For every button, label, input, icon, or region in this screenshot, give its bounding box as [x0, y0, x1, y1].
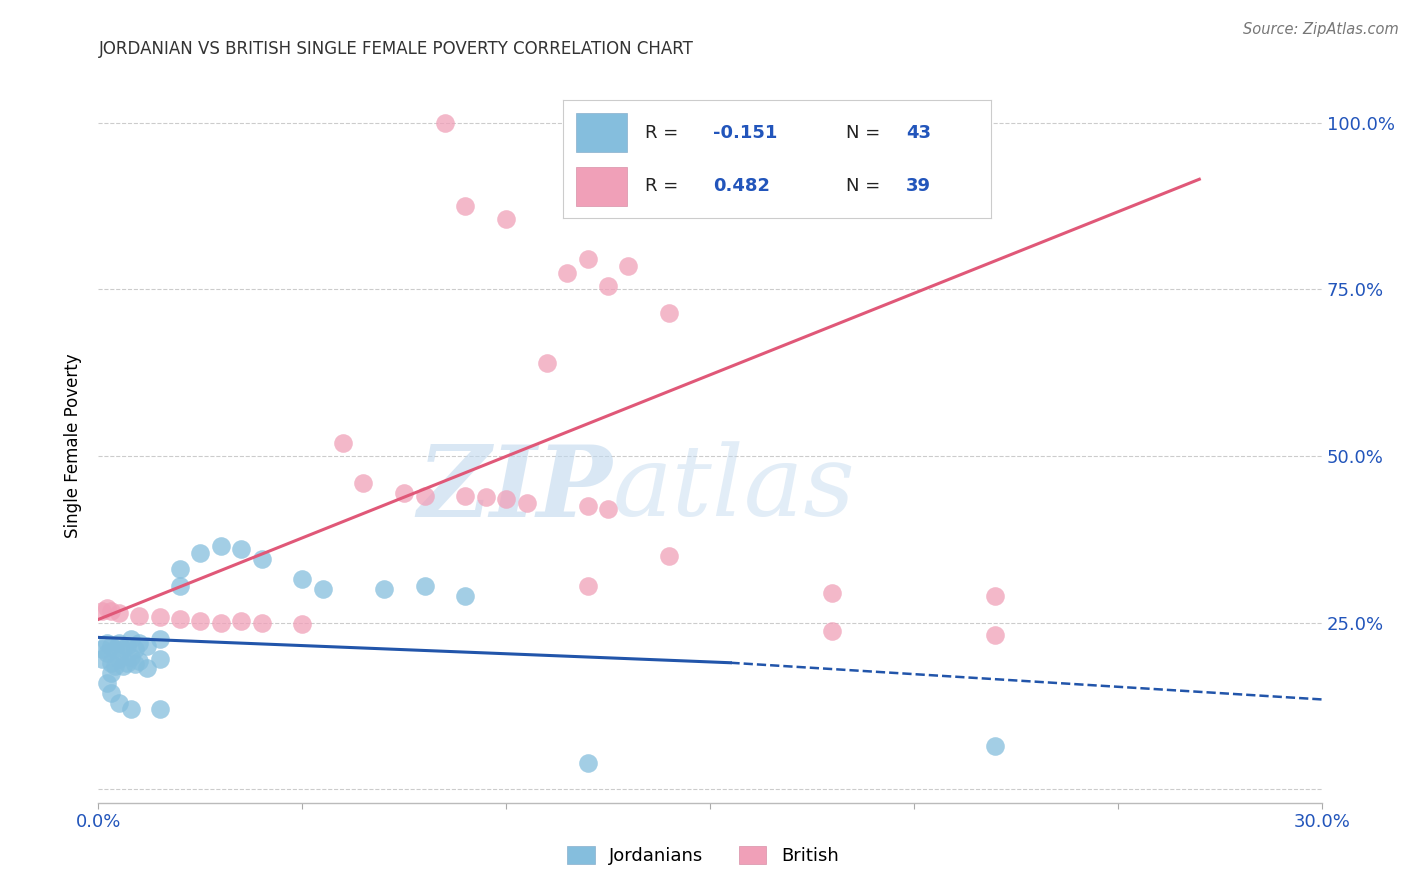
Point — [124, 657, 146, 671]
Point — [209, 539, 232, 553]
Point — [115, 656, 138, 670]
Point — [120, 650, 142, 665]
Y-axis label: Single Female Poverty: Single Female Poverty — [65, 354, 83, 538]
Point — [557, 266, 579, 280]
Point — [209, 615, 232, 630]
Point — [454, 489, 477, 503]
Point — [108, 652, 131, 666]
Point — [576, 252, 599, 267]
Point — [100, 665, 122, 680]
Point — [149, 610, 172, 624]
Point — [373, 582, 395, 597]
Point — [96, 601, 118, 615]
Point — [149, 632, 172, 647]
Point — [312, 582, 335, 597]
Point — [984, 589, 1007, 603]
Point — [984, 628, 1007, 642]
Point — [576, 756, 599, 770]
Point — [413, 579, 436, 593]
Point — [104, 659, 127, 673]
Text: Source: ZipAtlas.com: Source: ZipAtlas.com — [1243, 22, 1399, 37]
Point — [291, 617, 314, 632]
Point — [96, 675, 118, 690]
Point — [231, 615, 253, 629]
Point — [136, 639, 159, 653]
Point — [516, 496, 538, 510]
Point — [434, 115, 457, 129]
Legend: Jordanians, British: Jordanians, British — [558, 837, 848, 874]
Point — [108, 636, 131, 650]
Point — [598, 502, 620, 516]
Point — [124, 642, 146, 657]
Point — [169, 612, 191, 626]
Point — [495, 212, 517, 227]
Text: ZIP: ZIP — [418, 441, 612, 537]
Point — [128, 609, 150, 624]
Point — [291, 573, 314, 587]
Point — [943, 115, 966, 129]
Point — [169, 579, 191, 593]
Point — [149, 652, 172, 666]
Point — [454, 199, 477, 213]
Point — [111, 659, 134, 673]
Point — [91, 642, 114, 657]
Point — [120, 632, 142, 647]
Point — [821, 624, 844, 638]
Point — [576, 499, 599, 513]
Point — [474, 491, 498, 505]
Point — [108, 696, 131, 710]
Point — [128, 636, 150, 650]
Point — [188, 546, 212, 560]
Point — [100, 656, 122, 670]
Point — [332, 435, 354, 450]
Point — [984, 739, 1007, 753]
Point — [91, 652, 114, 666]
Point — [169, 562, 191, 576]
Point — [883, 115, 905, 129]
Point — [413, 489, 436, 503]
Text: JORDANIAN VS BRITISH SINGLE FEMALE POVERTY CORRELATION CHART: JORDANIAN VS BRITISH SINGLE FEMALE POVER… — [98, 40, 693, 58]
Point — [250, 615, 273, 630]
Point — [96, 646, 118, 660]
Point — [120, 702, 142, 716]
Point — [108, 606, 131, 620]
Point — [149, 702, 172, 716]
Point — [821, 585, 844, 599]
Point — [250, 552, 273, 566]
Point — [100, 639, 122, 653]
Point — [111, 642, 134, 657]
Point — [392, 485, 416, 500]
Point — [576, 579, 599, 593]
Point — [91, 604, 114, 618]
Point — [658, 549, 681, 563]
Point — [115, 639, 138, 653]
Point — [495, 492, 517, 507]
Point — [104, 642, 127, 657]
Point — [617, 259, 640, 273]
Point — [598, 279, 620, 293]
Point — [96, 636, 118, 650]
Point — [128, 654, 150, 668]
Point — [100, 604, 122, 618]
Point — [454, 589, 477, 603]
Point — [136, 661, 159, 675]
Point — [231, 542, 253, 557]
Text: atlas: atlas — [612, 442, 855, 536]
Point — [658, 305, 681, 319]
Point — [100, 686, 122, 700]
Point — [352, 475, 374, 490]
Point — [188, 615, 212, 629]
Point — [536, 356, 558, 370]
